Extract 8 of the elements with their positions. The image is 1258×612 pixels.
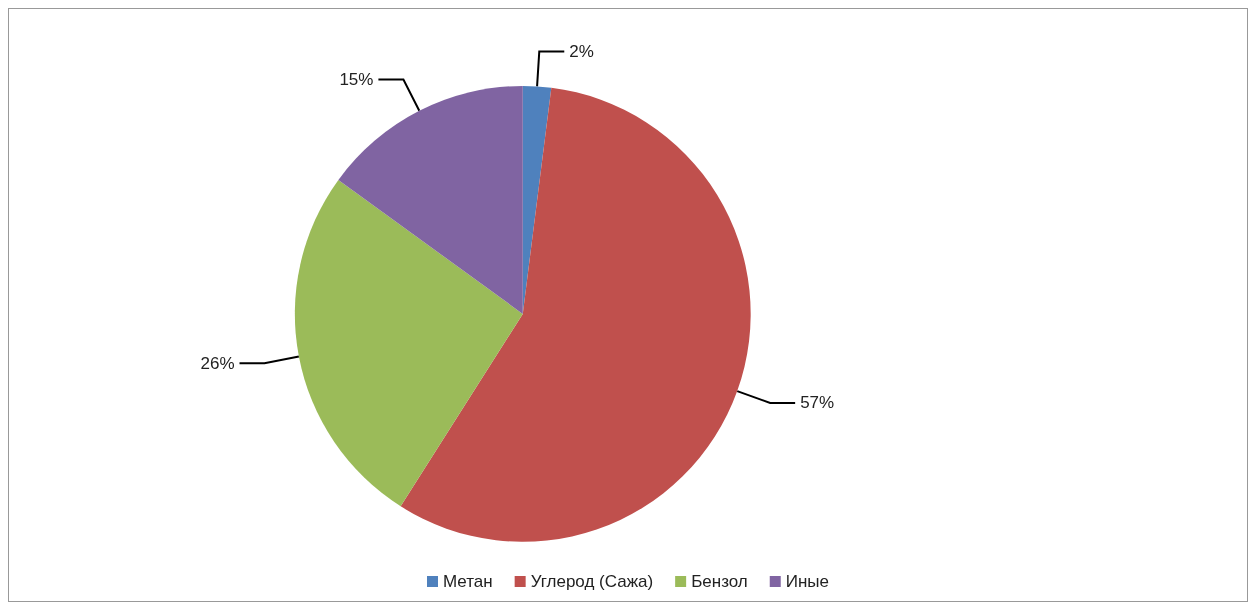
data-label: 26% [200,353,235,373]
data-label: 2% [569,41,594,61]
data-label: 57% [800,393,835,413]
data-label: 15% [339,70,374,90]
legend-label: Метан [442,572,493,591]
legend-label: Углерод (Сажа) [530,572,654,591]
legend-label: Бензол [691,572,748,591]
legend-label: Иные [785,572,830,591]
